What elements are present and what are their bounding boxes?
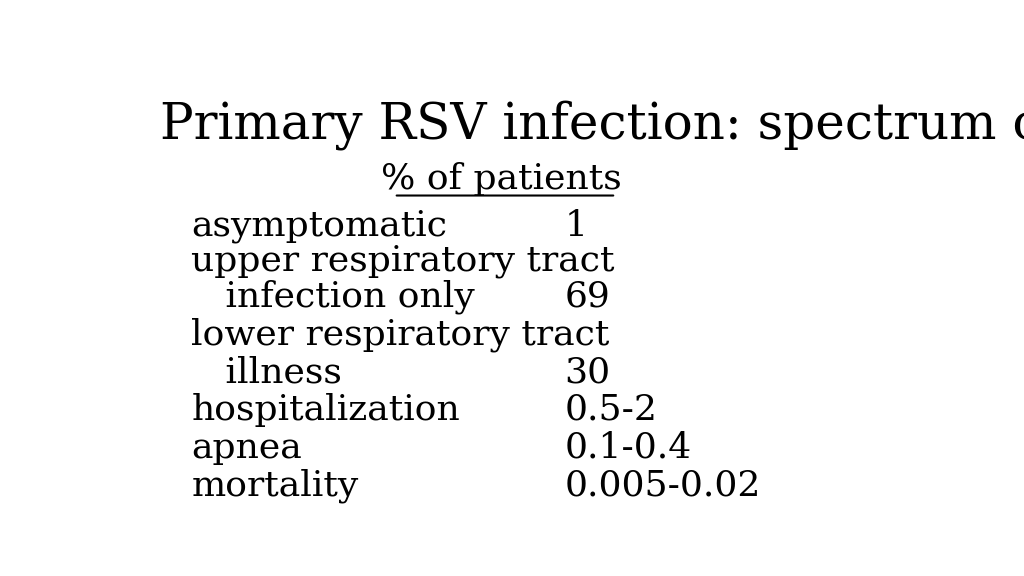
- Text: 69: 69: [564, 280, 610, 314]
- Text: 0.1-0.4: 0.1-0.4: [564, 431, 692, 465]
- Text: illness: illness: [191, 355, 342, 389]
- Text: 30: 30: [564, 355, 610, 389]
- Text: lower respiratory tract: lower respiratory tract: [191, 317, 610, 352]
- Text: hospitalization: hospitalization: [191, 393, 460, 427]
- Text: Primary RSV infection: spectrum of disease: Primary RSV infection: spectrum of disea…: [160, 100, 1024, 150]
- Text: 1: 1: [564, 209, 588, 243]
- Text: 0.5-2: 0.5-2: [564, 393, 657, 427]
- Text: 0.005-0.02: 0.005-0.02: [564, 468, 761, 502]
- Text: infection only: infection only: [191, 280, 475, 314]
- Text: asymptomatic: asymptomatic: [191, 209, 447, 243]
- Text: % of patients: % of patients: [381, 162, 622, 196]
- Text: mortality: mortality: [191, 468, 358, 503]
- Text: upper respiratory tract: upper respiratory tract: [191, 244, 615, 278]
- Text: apnea: apnea: [191, 431, 302, 465]
